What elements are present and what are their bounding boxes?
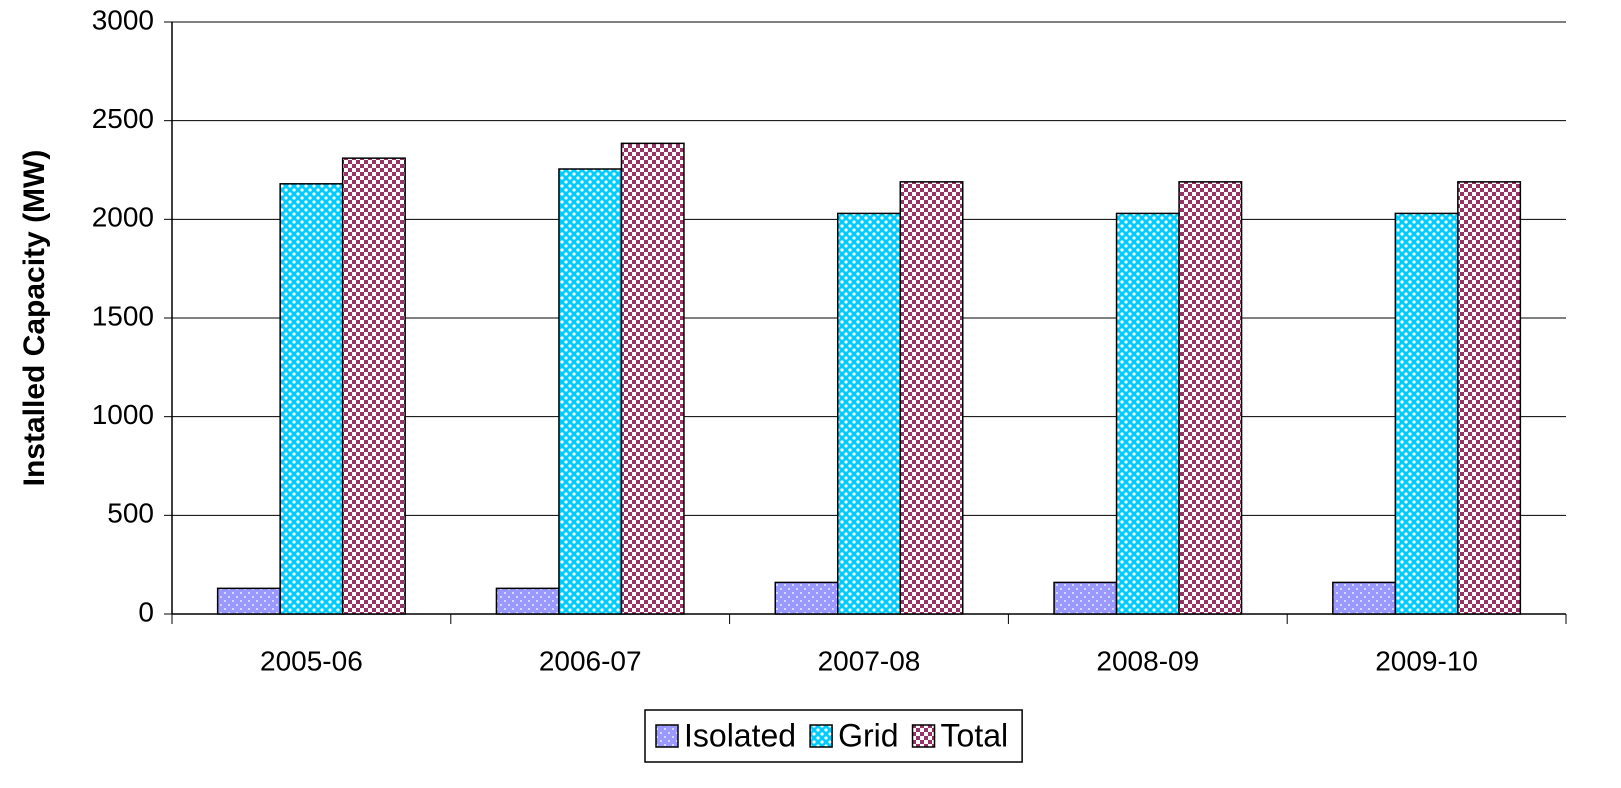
bar bbox=[279, 183, 344, 615]
bar bbox=[341, 157, 406, 615]
x-tick-label: 2007-08 bbox=[818, 645, 921, 676]
y-axis-label: Installed Capacity (MW) bbox=[18, 150, 51, 487]
bar bbox=[495, 587, 560, 615]
bar bbox=[620, 142, 685, 615]
legend-swatch bbox=[655, 724, 679, 748]
bar bbox=[1178, 181, 1243, 615]
y-tick-label: 1500 bbox=[92, 300, 154, 331]
x-tick-label: 2005-06 bbox=[260, 645, 363, 676]
y-tick-label: 3000 bbox=[92, 4, 154, 35]
legend-swatch bbox=[911, 724, 936, 748]
bar bbox=[774, 581, 839, 615]
legend-box bbox=[644, 709, 1023, 763]
legend-swatch bbox=[809, 724, 833, 748]
y-tick-label: 2500 bbox=[92, 103, 154, 134]
x-tick-label: 2006-07 bbox=[539, 645, 642, 676]
y-tick-label: 1000 bbox=[92, 399, 154, 430]
bar bbox=[558, 168, 623, 615]
bar bbox=[1053, 581, 1118, 615]
bar bbox=[1394, 212, 1459, 615]
bar bbox=[899, 181, 964, 615]
bar bbox=[1457, 181, 1522, 615]
y-tick-label: 2000 bbox=[92, 202, 154, 233]
legend-label: Isolated bbox=[684, 717, 796, 753]
bar bbox=[1332, 581, 1397, 615]
x-tick-label: 2008-09 bbox=[1096, 645, 1199, 676]
y-tick-label: 0 bbox=[138, 596, 154, 627]
y-tick-label: 500 bbox=[107, 498, 154, 529]
legend-label: Grid bbox=[838, 717, 898, 753]
legend-label: Total bbox=[941, 717, 1009, 753]
bar bbox=[216, 587, 281, 615]
x-tick-label: 2009-10 bbox=[1375, 645, 1478, 676]
bar bbox=[1115, 212, 1180, 615]
bar bbox=[837, 212, 901, 615]
